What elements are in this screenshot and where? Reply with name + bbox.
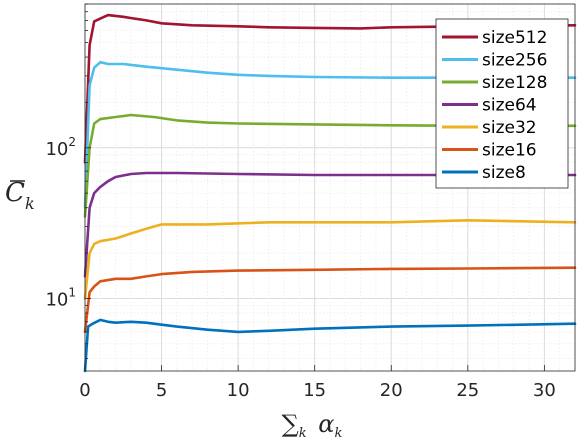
svg-text:C: C [5, 178, 25, 208]
x-tick-label: 20 [380, 380, 403, 401]
x-tick-label: 5 [156, 380, 167, 401]
svg-text:∑k αk: ∑k αk [282, 410, 343, 441]
x-tick-label: 0 [79, 380, 90, 401]
legend-label-size16: size16 [482, 141, 537, 161]
series-line-size128 [83, 113, 577, 218]
legend-label-size128: size128 [482, 73, 547, 93]
series-line-size512 [83, 13, 577, 164]
series-line-size8 [83, 318, 577, 373]
legend-label-size32: size32 [482, 118, 537, 138]
series-line-size16 [83, 266, 577, 334]
x-tick-label: 25 [456, 380, 479, 401]
y-axis-label: C k [5, 178, 35, 213]
legend-label-size512: size512 [482, 28, 547, 48]
series-line-size32 [83, 219, 577, 300]
series-line-size256 [83, 60, 577, 209]
x-axis-label: ∑k αk [282, 410, 343, 441]
y-tick-label: 102 [45, 135, 76, 160]
x-tick-label: 15 [303, 380, 326, 401]
svg-text:k: k [25, 194, 35, 213]
x-tick-label: 10 [227, 380, 250, 401]
legend-label-size64: size64 [482, 96, 537, 116]
plot-frame [84, 3, 576, 372]
y-tick-label: 101 [45, 285, 76, 310]
legend-label-size8: size8 [482, 163, 526, 183]
x-tick-label: 30 [533, 380, 556, 401]
series-layer [83, 13, 577, 373]
ticks: 0 5 10 15 20 25 30 101 102 [45, 3, 556, 401]
series-line-size64 [83, 171, 577, 278]
legend-label-size256: size256 [482, 51, 547, 71]
